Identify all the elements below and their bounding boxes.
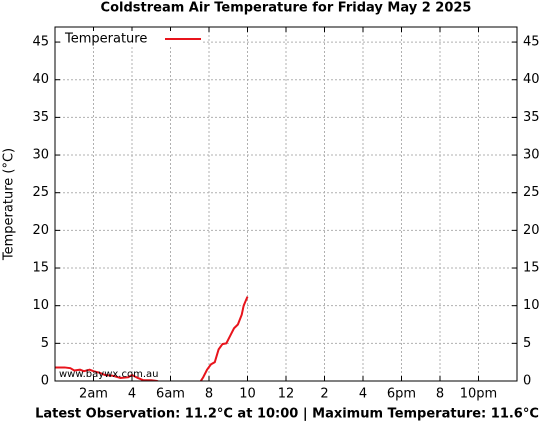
x-tick-label: 2am [79,387,108,402]
grid [55,27,517,382]
y-tick-label: 40 [32,72,49,87]
y-tick-label: 45 [523,35,540,50]
data-line [55,296,249,381]
chart-title: Coldstream Air Temperature for Friday Ma… [101,1,472,16]
y-tick-label: 35 [32,110,49,125]
x-tick-label: 8 [436,387,444,402]
y-tick-label: 45 [32,35,49,50]
y-tick-label: 25 [523,185,540,200]
x-tick-label: 4 [128,387,136,402]
x-tick-label: 6pm [387,387,416,402]
y-tick-label: 15 [523,261,540,276]
x-tick-label: 6am [156,387,185,402]
y-tick-label: 0 [41,374,49,389]
x-tick-label: 8 [205,387,213,402]
y-tick-label: 35 [523,110,540,125]
plot [55,296,249,381]
y-tick-label: 20 [523,223,540,238]
x-tick-label: 10 [239,387,256,402]
y-tick-label: 5 [523,336,531,351]
y-tick-label: 30 [32,148,49,163]
y-tick-label: 25 [32,185,49,200]
y-tick-label: 40 [523,72,540,87]
y-tick-label: 0 [523,374,531,389]
legend-box [63,31,203,47]
legend-label: Temperature [64,32,147,47]
x-tick-label: 4 [359,387,367,402]
y-tick-label: 20 [32,223,49,238]
y-axis-label: Temperature (°C) [2,148,17,261]
y-tick-label: 5 [41,336,49,351]
y-tick-label: 30 [523,148,540,163]
y-tick-label: 10 [523,298,540,313]
y-tick-label: 15 [32,261,49,276]
x-tick-label: 10pm [460,387,497,402]
y-tick-label: 10 [32,298,49,313]
footer: Latest Observation: 11.2°C at 10:00 | Ma… [35,407,539,422]
watermark: www.baywx.com.au [59,369,158,380]
x-tick-label: 2 [320,387,328,402]
x-tick-label: 12 [278,387,295,402]
